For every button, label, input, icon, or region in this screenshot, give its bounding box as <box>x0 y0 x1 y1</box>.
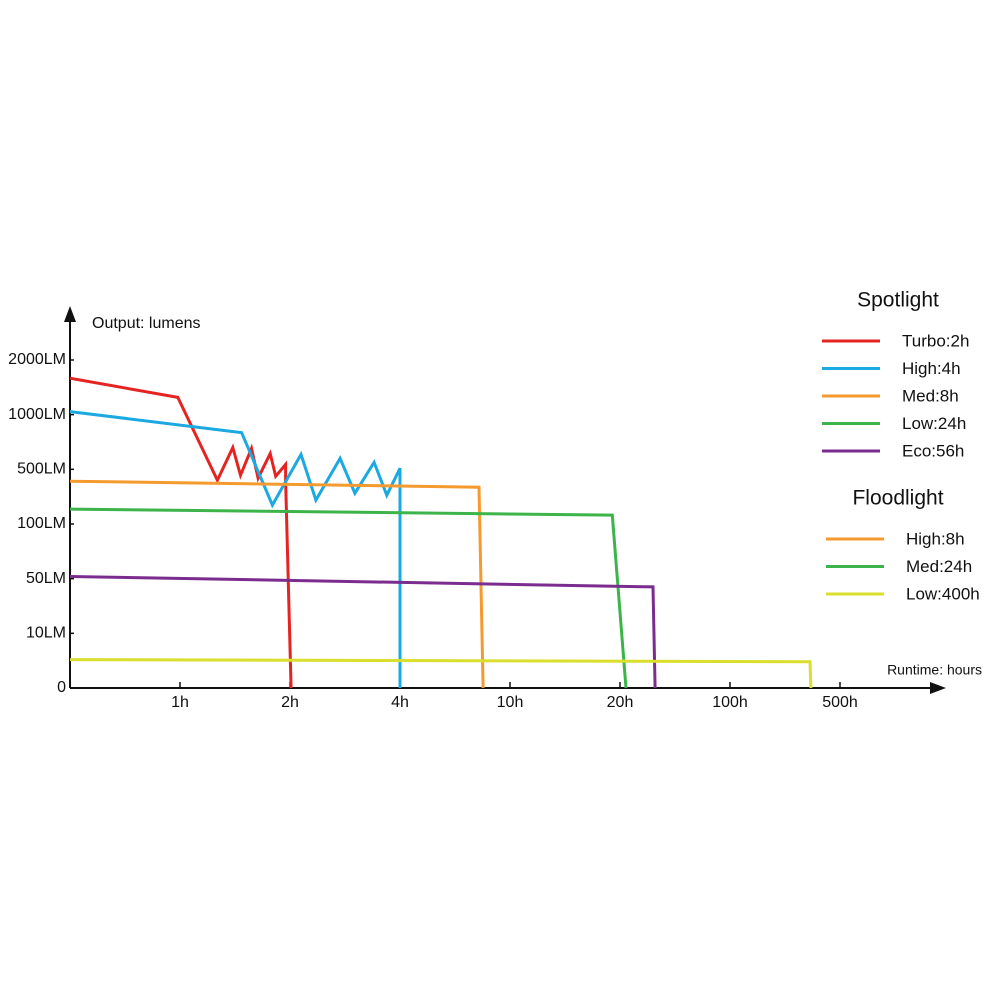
x-tick-label: 20h <box>607 694 634 711</box>
x-arrow <box>930 682 946 694</box>
series-line <box>69 575 657 689</box>
legend-label: Med:24h <box>906 557 972 576</box>
y-axis-label: Output: lumens <box>92 315 201 332</box>
x-tick-label: 2h <box>281 694 299 711</box>
y-arrow <box>64 306 76 322</box>
series-line <box>69 658 813 689</box>
x-tick-label: 500h <box>822 694 858 711</box>
legend-label: Eco:56h <box>902 441 964 460</box>
legend-label: Turbo:2h <box>902 331 969 350</box>
series-line <box>69 507 628 689</box>
legend-title: Floodlight <box>852 487 943 510</box>
y-tick-label: 1000LM <box>8 406 66 423</box>
legend-title: Spotlight <box>857 289 939 312</box>
x-axis-label: Runtime: hours <box>887 662 982 678</box>
legend-label: Med:8h <box>902 386 959 405</box>
legend-label: Low:24h <box>902 414 966 433</box>
series-line <box>69 479 485 689</box>
y-tick-label: 0 <box>57 679 66 696</box>
y-tick-label: 50LM <box>26 570 66 587</box>
y-tick-label: 500LM <box>17 461 66 478</box>
y-tick-label: 100LM <box>17 515 66 532</box>
x-tick-label: 100h <box>712 694 748 711</box>
legend-label: High:4h <box>902 359 961 378</box>
legend-label: High:8h <box>906 529 965 548</box>
x-tick-label: 1h <box>171 694 189 711</box>
x-tick-label: 4h <box>391 694 409 711</box>
legend-label: Low:400h <box>906 584 980 603</box>
y-tick-label: 2000LM <box>8 351 66 368</box>
x-tick-label: 10h <box>497 694 524 711</box>
y-tick-label: 10LM <box>26 625 66 642</box>
